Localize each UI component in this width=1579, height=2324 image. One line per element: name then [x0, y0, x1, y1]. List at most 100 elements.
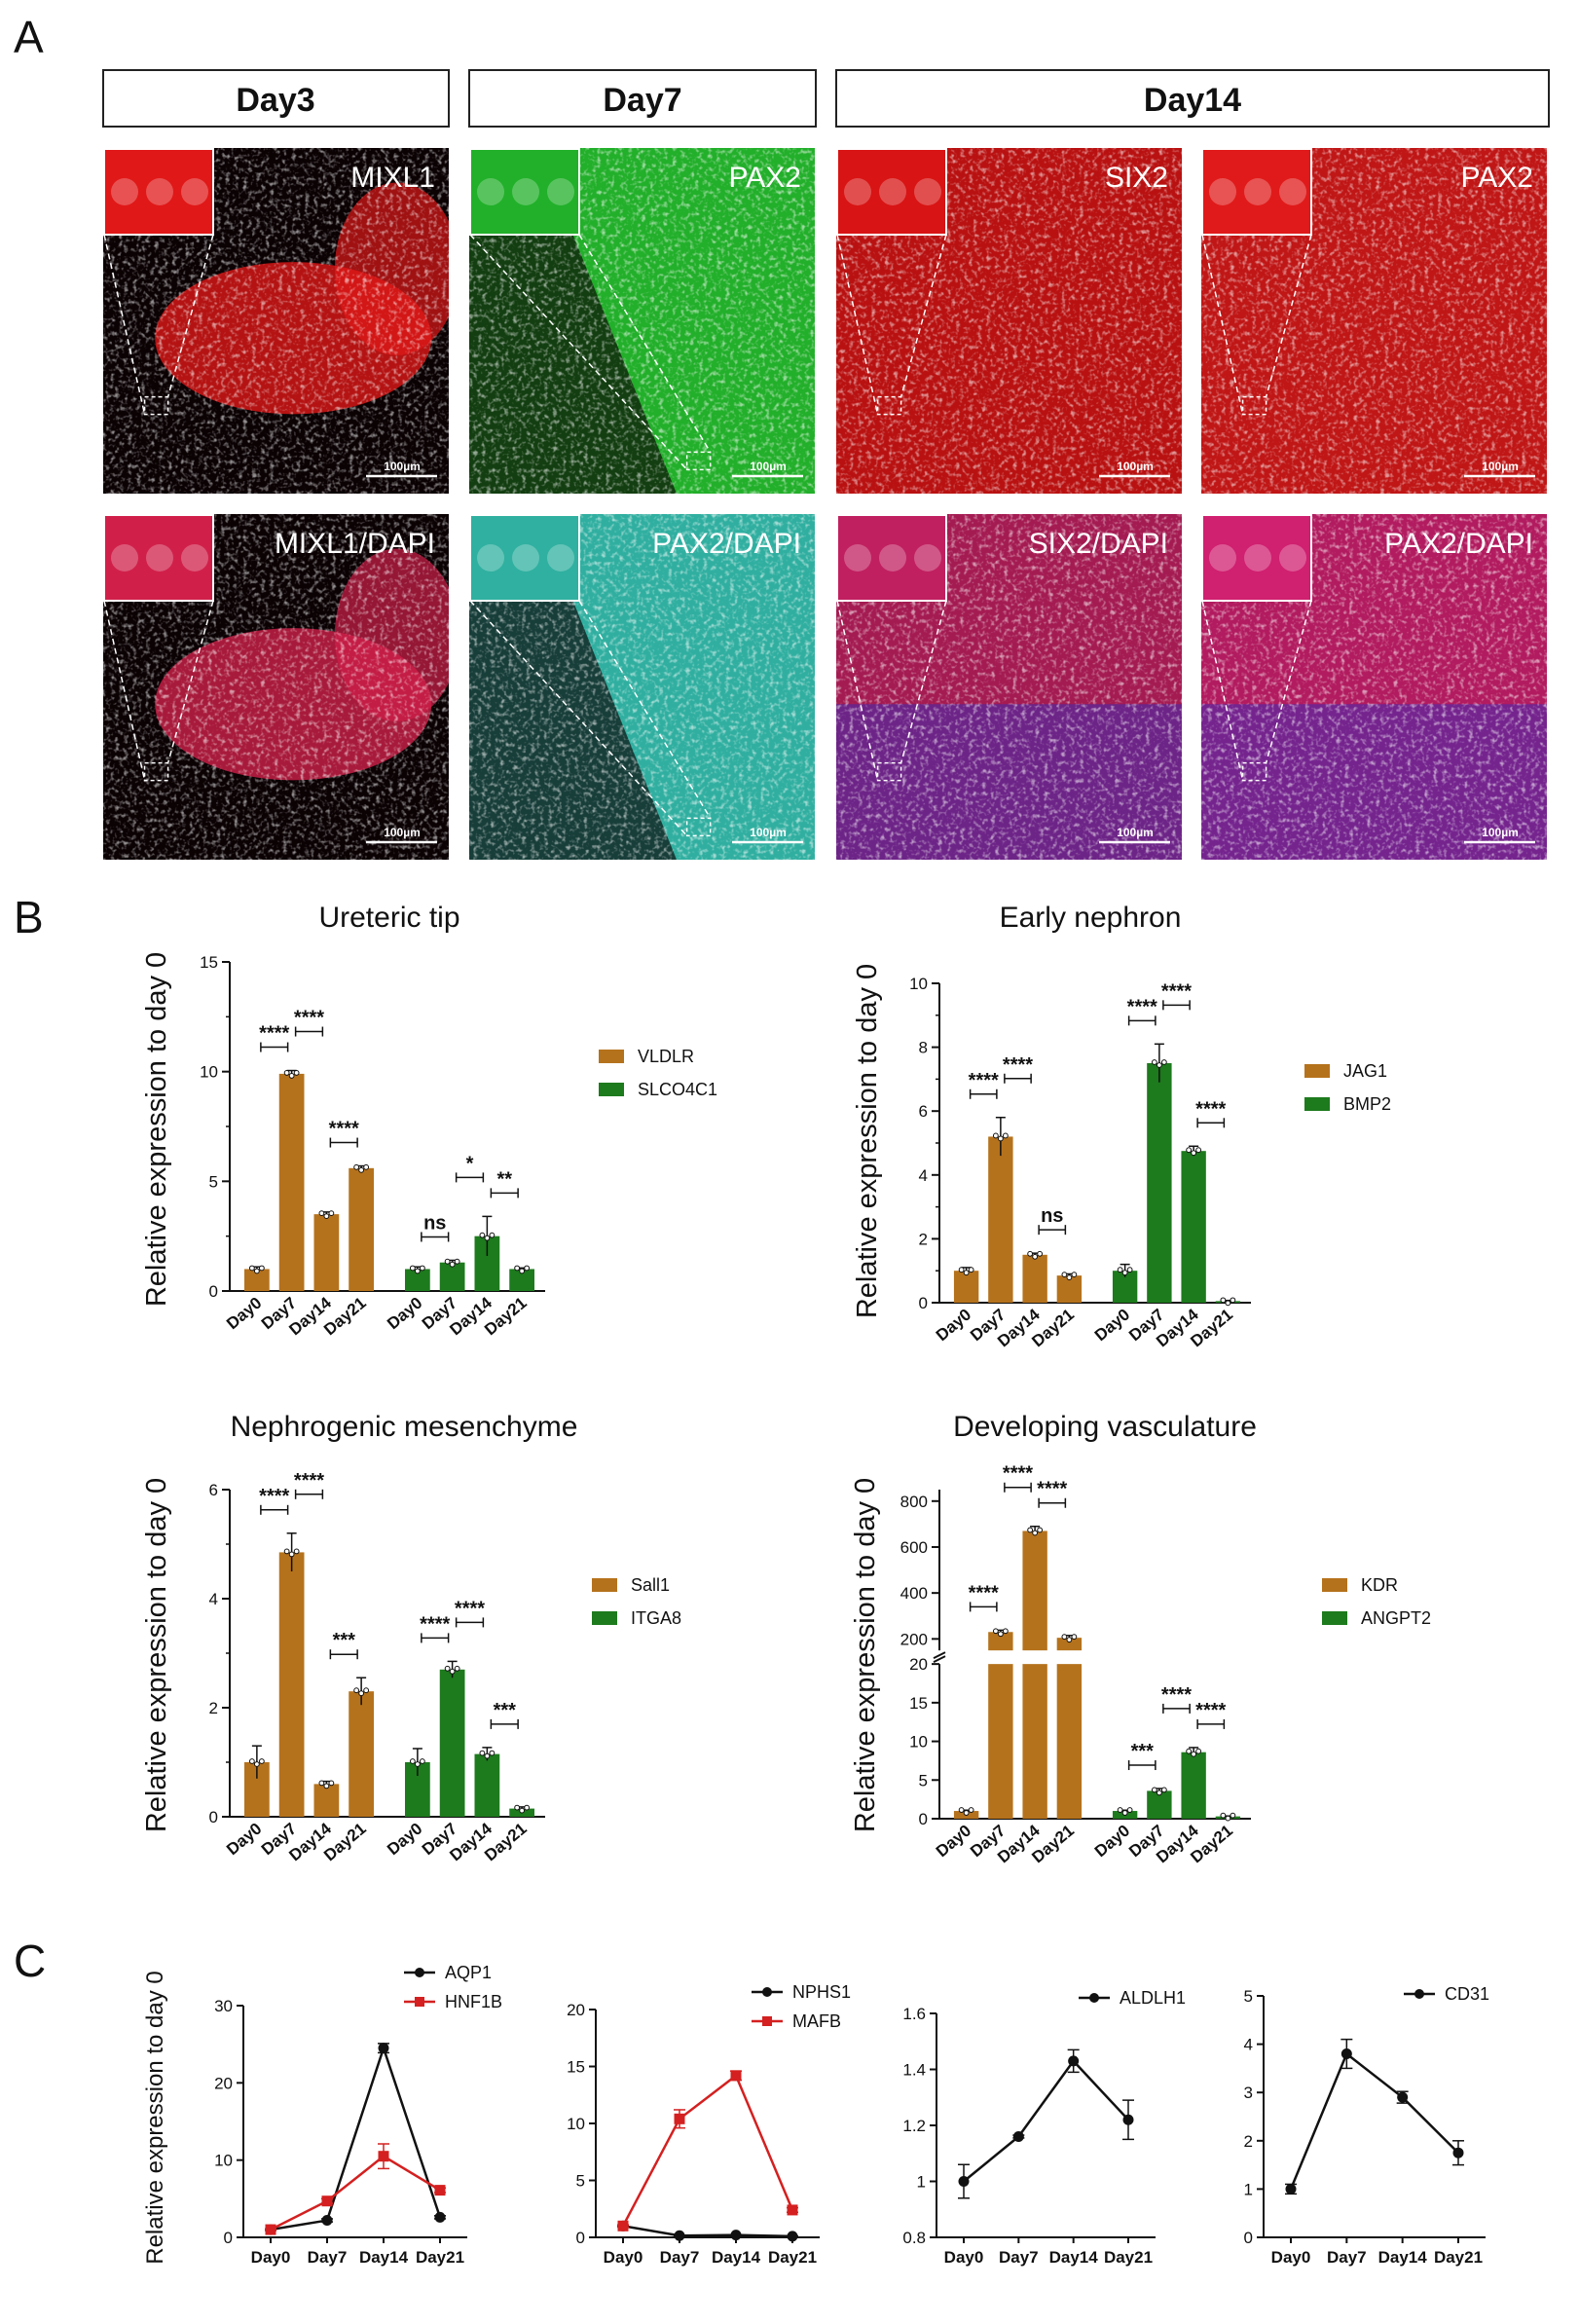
replicate-point — [1002, 1132, 1009, 1139]
replicate-point — [1186, 1748, 1193, 1754]
inset-nucleus — [1209, 544, 1236, 572]
legend-label: ALDLH1 — [1120, 1988, 1186, 2008]
day7-box — [468, 69, 817, 128]
replicate-point — [489, 1750, 496, 1756]
replicate-point — [328, 1210, 335, 1217]
y-tick-label: 3 — [1244, 2084, 1253, 2102]
y-tick-label: 1.6 — [902, 2005, 926, 2023]
replicate-point — [997, 1631, 1004, 1638]
replicate-point — [1160, 1787, 1167, 1793]
y-tick-label: 20 — [214, 2074, 233, 2092]
zoom-inset — [1201, 514, 1312, 602]
replicate-point — [409, 1265, 416, 1272]
replicate-point — [1061, 1634, 1068, 1641]
replicate-point — [519, 1807, 526, 1814]
legend-swatch — [599, 1050, 624, 1063]
y-axis-label: Relative expression to day 0 — [141, 952, 172, 1307]
replicate-point — [1071, 1272, 1078, 1278]
x-tick-label: Day0 — [944, 2248, 984, 2267]
x-tick-label: Day14 — [1049, 2248, 1099, 2267]
replicate-point — [253, 1761, 260, 1767]
inset-nucleus — [111, 178, 138, 205]
chart-title: Ureteric tip — [318, 902, 459, 934]
replicate-point — [358, 1690, 365, 1697]
replicate-point — [1117, 1267, 1123, 1273]
bar-lower-segment — [988, 1664, 1013, 1819]
y-tick-label: 0 — [209, 1808, 218, 1826]
replicate-point — [288, 1073, 295, 1079]
bar — [1181, 1151, 1206, 1303]
y-tick-label: 8 — [919, 1039, 928, 1057]
sig-label: **** — [259, 1023, 289, 1045]
replicate-point — [414, 1268, 421, 1274]
day7-label: Day7 — [603, 82, 681, 119]
scale-bar-label: 100µm — [1117, 460, 1154, 473]
legend-swatch — [592, 1611, 617, 1625]
legend-swatch — [1304, 1064, 1330, 1078]
micrograph-signal — [1201, 514, 1547, 860]
zoom-inset — [103, 148, 214, 236]
legend-marker — [762, 2016, 772, 2026]
replicate-point — [524, 1804, 531, 1811]
y-tick-label: 5 — [1244, 1987, 1253, 2006]
replicate-point — [1032, 1530, 1039, 1536]
inset-nucleus — [111, 544, 138, 572]
axis-break-mark — [933, 1651, 946, 1660]
replicate-point — [1117, 1807, 1123, 1813]
x-tick-label: Day14 — [712, 2248, 761, 2267]
sig-label: **** — [1003, 1463, 1033, 1485]
legend-label: Sall1 — [631, 1575, 670, 1595]
marker-label: PAX2/DAPI — [1384, 528, 1533, 560]
line-chart-2: 0 5 10 15 20 Day0 Day7 Day14 Day21 NPHS1 MAFB — [567, 1982, 851, 2267]
legend-swatch — [1304, 1097, 1330, 1111]
sig-label: ns — [1041, 1205, 1063, 1227]
line-chart-4: 0 1 2 3 4 5 Day0 Day7 Day14 Day21 CD31 — [1244, 1984, 1490, 2267]
inset-nucleus — [1279, 178, 1306, 205]
legend-swatch — [592, 1578, 617, 1592]
replicate-point — [454, 1665, 460, 1672]
sig-label: **** — [1003, 1054, 1033, 1076]
marker-label: SIX2 — [1105, 162, 1168, 194]
legend-label: CD31 — [1445, 1984, 1489, 2004]
y-tick-label: 20 — [567, 2001, 585, 2019]
zoom-inset — [836, 514, 947, 602]
y-tick-label: 600 — [900, 1538, 928, 1557]
legend-label: JAG1 — [1343, 1061, 1387, 1081]
sig-label: *** — [333, 1630, 356, 1651]
y-tick-label: 2 — [1244, 2132, 1253, 2151]
replicate-point — [1121, 1810, 1128, 1816]
sig-label: ** — [496, 1168, 512, 1190]
sig-label: **** — [1195, 1098, 1226, 1120]
micrograph-tile-3: SIX2 100µm — [836, 148, 1182, 494]
y-tick-label: 5 — [576, 2172, 585, 2191]
bar-lower-segment — [1022, 1664, 1047, 1819]
zoom-line — [836, 600, 879, 781]
x-tick-label: Day0 — [933, 1822, 974, 1862]
scale-bar-label: 100µm — [1117, 826, 1154, 839]
zoom-line — [1201, 234, 1244, 415]
y-axis-label: Relative expression to day 0 — [141, 1478, 172, 1832]
x-tick-label: Day0 — [223, 1294, 265, 1334]
zoom-inset — [469, 148, 580, 236]
series-line — [963, 2058, 1129, 2183]
marker-label: MIXL1 — [350, 162, 435, 194]
replicate-point — [1151, 1787, 1157, 1793]
inset-nucleus — [914, 544, 941, 572]
legend-label: BMP2 — [1343, 1094, 1391, 1114]
replicate-point — [1066, 1637, 1073, 1643]
replicate-point — [1037, 1250, 1044, 1257]
x-tick-label: Day0 — [384, 1820, 425, 1860]
micrograph-grid: MIXL1100µmPAX2100µmSIX2100µmPAX2100µmMIX… — [103, 148, 1547, 860]
replicate-point — [1121, 1270, 1128, 1276]
data-point — [730, 2230, 742, 2241]
y-tick-label: 6 — [919, 1102, 928, 1121]
zoom-line — [836, 234, 879, 415]
replicate-point — [1032, 1253, 1039, 1260]
sig-label: **** — [420, 1613, 450, 1635]
replicate-point — [1066, 1274, 1073, 1281]
y-tick-label: 1.4 — [902, 2061, 926, 2080]
zoom-line — [103, 234, 146, 415]
y-tick-label: 15 — [909, 1694, 928, 1713]
x-tick-label: Day0 — [384, 1294, 425, 1334]
replicate-point — [1225, 1300, 1231, 1307]
